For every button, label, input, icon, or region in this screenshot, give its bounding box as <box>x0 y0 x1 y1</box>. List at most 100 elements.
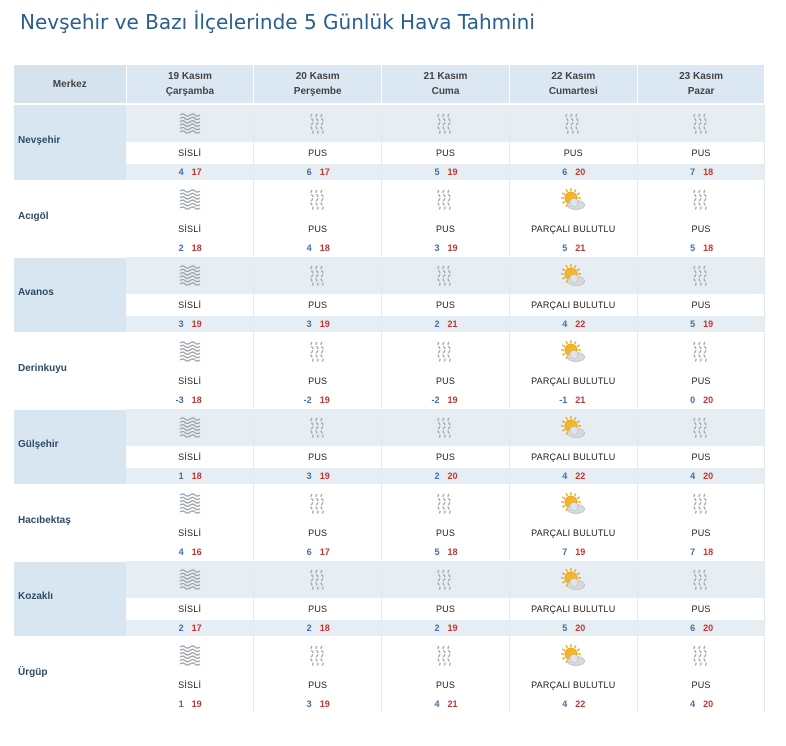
weather-desc-cell: PUS <box>253 370 383 392</box>
weather-desc-cell: PUS <box>381 218 510 240</box>
weather-icon-cell <box>253 256 383 294</box>
temperature-cell: 4 17 <box>126 164 255 181</box>
forecast-temp-row: 2 18 4 18 3 19 5 21 5 18 <box>14 240 766 257</box>
weather-icon-cell <box>381 484 510 522</box>
weather-icon-cell <box>637 256 766 294</box>
weather-desc-cell: PARÇALI BULUTLU <box>509 598 638 620</box>
min-temp: 4 <box>562 699 568 709</box>
min-temp: 2 <box>306 623 312 633</box>
max-temp: 20 <box>575 167 586 177</box>
min-temp: 5 <box>690 319 696 329</box>
haze-icon <box>688 113 714 134</box>
city-name: Hacıbektaş <box>18 515 71 526</box>
temperature-cell: 3 19 <box>381 240 510 257</box>
weather-desc-cell: PUS <box>381 446 510 468</box>
haze-icon <box>432 113 458 134</box>
weather-desc: PUS <box>691 148 711 158</box>
forecast-row: Ürgüp <box>14 636 766 714</box>
temperature-cell: 6 20 <box>637 620 766 637</box>
weather-desc: PUS <box>435 452 456 462</box>
min-temp: 3 <box>306 319 312 329</box>
min-temp: 7 <box>690 167 696 177</box>
city-name: Ürgüp <box>18 667 48 678</box>
partly-cloudy-icon <box>560 491 586 514</box>
weather-desc: PUS <box>563 148 583 158</box>
weather-desc: SİSLİ <box>178 680 202 690</box>
weather-desc-cell: PARÇALI BULUTLU <box>509 446 638 468</box>
temperature-cell: -3 18 <box>126 392 255 409</box>
max-temp: 19 <box>319 319 330 329</box>
weather-desc-cell: SİSLİ <box>126 446 255 468</box>
min-temp: 5 <box>562 623 568 633</box>
max-temp: 19 <box>319 471 330 481</box>
forecast-desc-row: SİSLİ PUS PUS PARÇALI BULUTLU PUS <box>14 522 766 544</box>
temperature-cell: 5 19 <box>381 164 510 181</box>
weather-desc: PUS <box>308 376 328 386</box>
weather-desc: PUS <box>308 604 328 614</box>
fog-icon <box>177 568 203 590</box>
weather-icon-cell <box>381 104 510 142</box>
max-temp: 16 <box>191 547 202 557</box>
weather-desc: SİSLİ <box>178 604 202 614</box>
city-name: Nevşehir <box>18 134 61 146</box>
temperature-cell: 6 20 <box>509 164 638 181</box>
weather-icon-cell <box>637 332 766 370</box>
weather-desc: PUS <box>691 376 711 386</box>
day-date: 19 Kasım <box>167 71 212 82</box>
day-header: 21 Kasım Cuma <box>381 65 510 105</box>
temperature-cell: 4 21 <box>381 696 510 713</box>
haze-icon <box>688 265 714 286</box>
weather-desc: PUS <box>435 376 456 386</box>
weather-desc: PUS <box>435 528 456 538</box>
weather-desc: PUS <box>308 680 328 690</box>
haze-icon <box>432 493 458 514</box>
max-temp: 18 <box>191 395 202 405</box>
max-temp: 20 <box>575 623 586 633</box>
weather-desc-cell: PUS <box>637 674 766 696</box>
forecast-row: Kozaklı <box>14 560 766 638</box>
temperature-cell: 5 18 <box>637 240 766 257</box>
haze-icon <box>688 341 714 362</box>
weather-desc: PARÇALI BULUTLU <box>531 224 616 234</box>
weather-icon-cell <box>381 408 510 446</box>
temperature-cell: 5 21 <box>509 240 638 257</box>
weather-icon-cell <box>126 256 255 294</box>
weather-desc: PUS <box>308 300 328 310</box>
temperature-cell: -1 21 <box>509 392 638 409</box>
temperature-cell: 4 16 <box>126 544 255 561</box>
weather-icon-cell <box>637 180 766 218</box>
forecast-temp-row: -3 18 -2 19 -2 19 -1 21 0 20 <box>14 392 766 409</box>
haze-icon <box>305 569 331 590</box>
min-temp: 5 <box>434 167 440 177</box>
weather-icon-cell <box>509 332 638 370</box>
temperature-cell: 4 20 <box>637 468 766 485</box>
city-cell: Hacıbektaş <box>14 484 126 562</box>
fog-icon <box>177 416 203 438</box>
weather-desc-cell: PUS <box>381 294 510 316</box>
weather-icon-cell <box>126 104 255 142</box>
weather-desc-cell: PARÇALI BULUTLU <box>509 674 638 696</box>
max-temp: 22 <box>575 699 586 709</box>
min-temp: 2 <box>434 319 440 329</box>
weather-icon-cell <box>253 332 383 370</box>
weather-desc-cell: PUS <box>637 142 766 164</box>
max-temp: 17 <box>191 167 202 177</box>
min-temp: -2 <box>431 395 440 405</box>
day-date: 23 Kasım <box>679 71 724 82</box>
forecast-body: Nevşehir SİSLİ PUS PUS PUS PUS 4 17 6 17 5 19 6 20 7 18… <box>14 104 766 714</box>
max-temp: 21 <box>575 395 586 405</box>
haze-icon <box>305 189 331 210</box>
fog-icon <box>177 492 203 514</box>
min-temp: 5 <box>562 243 568 253</box>
weather-desc: PUS <box>691 528 711 538</box>
temperature-cell: 2 20 <box>381 468 510 485</box>
partly-cloudy-icon <box>560 415 586 438</box>
haze-icon <box>432 417 458 438</box>
weather-desc-cell: PUS <box>253 598 383 620</box>
haze-icon <box>688 569 714 590</box>
day-header: 20 Kasım Perşembe <box>253 65 383 105</box>
weather-desc: PUS <box>691 224 711 234</box>
max-temp: 22 <box>575 319 586 329</box>
max-temp: 18 <box>319 623 330 633</box>
day-header: 23 Kasım Pazar <box>637 65 766 105</box>
